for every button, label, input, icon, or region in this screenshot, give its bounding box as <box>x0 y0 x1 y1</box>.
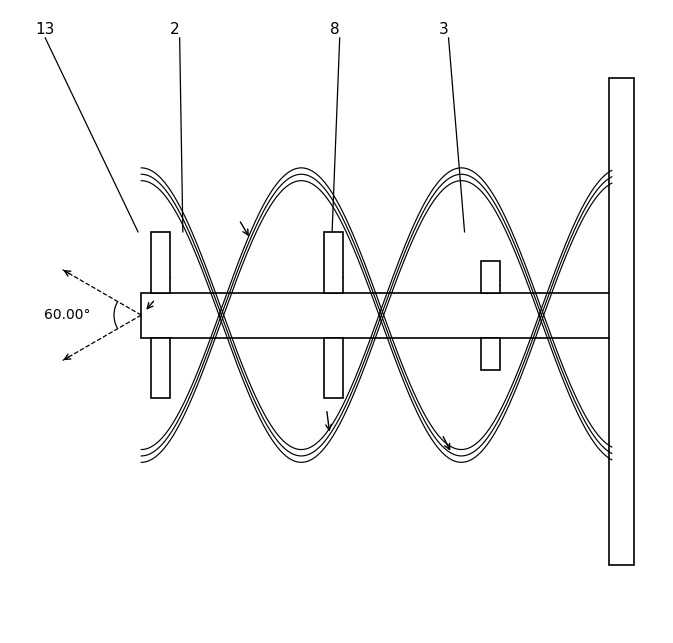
Bar <box>151 232 170 293</box>
Bar <box>324 338 343 398</box>
Text: 13: 13 <box>36 22 55 37</box>
Bar <box>151 338 170 398</box>
Bar <box>608 78 634 565</box>
Bar <box>481 338 500 370</box>
Text: 60.00°: 60.00° <box>44 308 91 322</box>
Bar <box>324 232 343 293</box>
Bar <box>141 293 628 338</box>
Text: 2: 2 <box>170 22 180 37</box>
Bar <box>481 260 500 293</box>
Text: 8: 8 <box>330 22 340 37</box>
Text: 3: 3 <box>439 22 449 37</box>
